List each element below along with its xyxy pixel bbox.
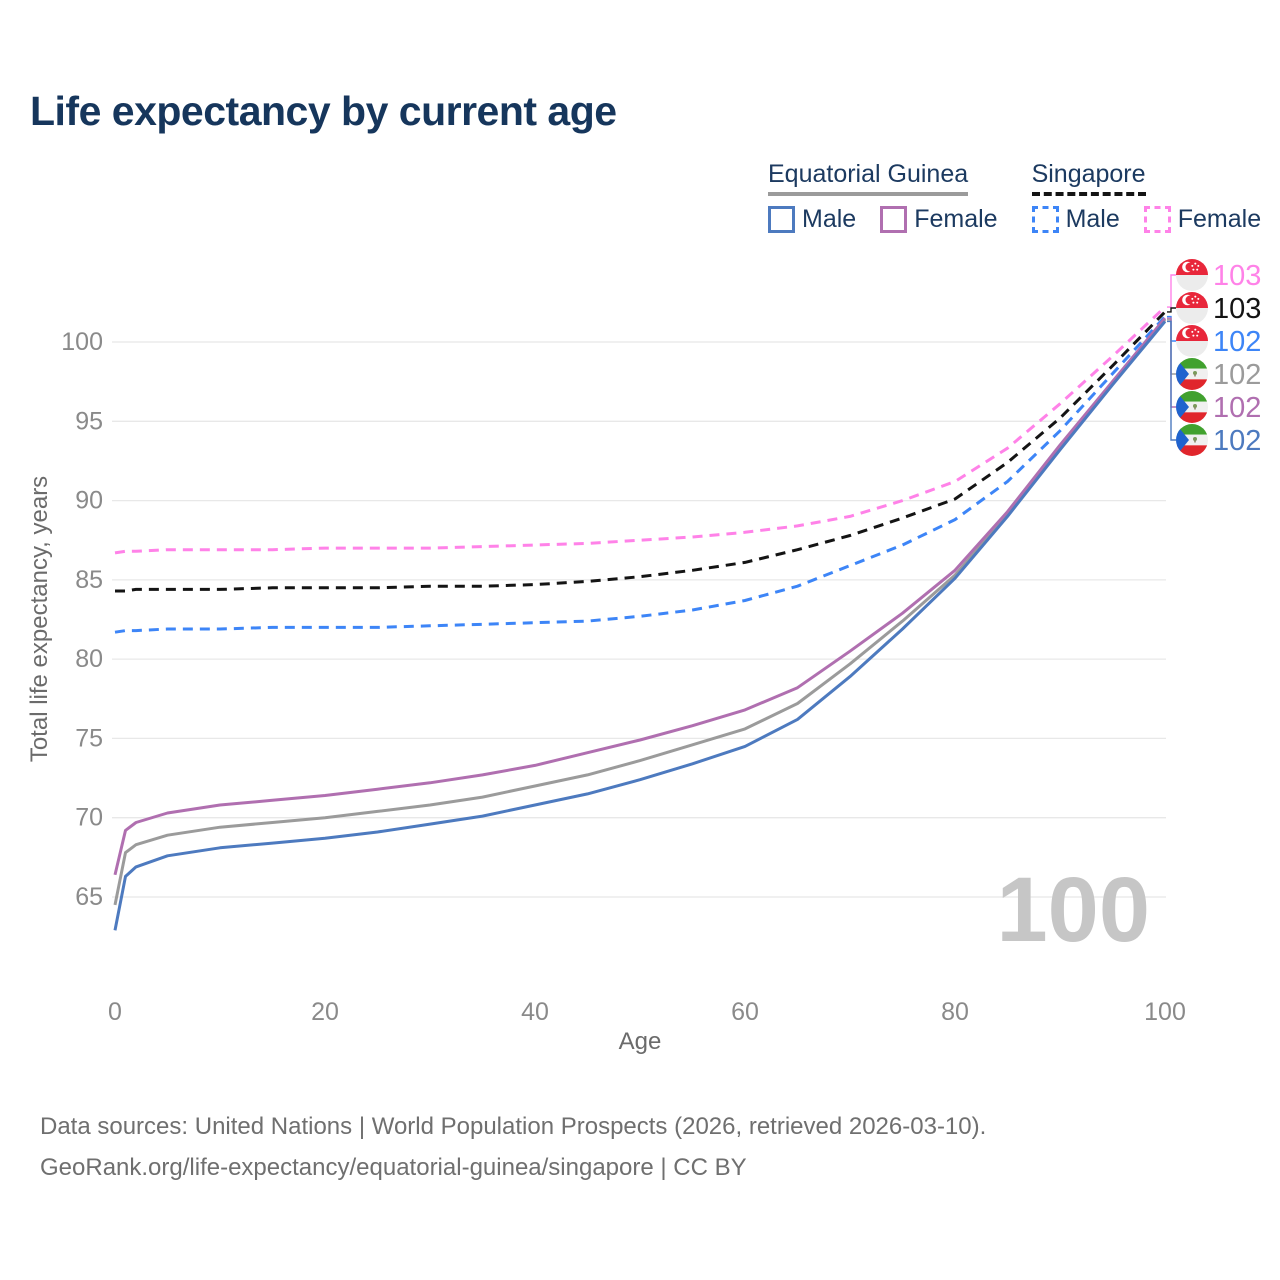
- end-value-label-equatorial-guinea: 102: [1213, 359, 1261, 391]
- age-watermark: 100: [997, 859, 1151, 961]
- series-line-singapore-male: [114, 315, 1167, 634]
- legend: Equatorial Guinea Male Female Singapore …: [768, 160, 1261, 234]
- end-value-label-equatorial-guinea-male: 102: [1213, 425, 1261, 457]
- singapore-flag-icon: [1176, 292, 1208, 324]
- series-line-equatorial-guinea: [113, 318, 1167, 906]
- leader-line-singapore-female: [1167, 274, 1176, 308]
- footer-attribution: GeoRank.org/life-expectancy/equatorial-g…: [40, 1154, 747, 1181]
- singapore-flag-icon: [1176, 325, 1208, 357]
- eg-female-swatch-icon: [880, 206, 908, 233]
- x-tick-label: 100: [1144, 998, 1186, 1026]
- legend-item-eg-female[interactable]: Female: [880, 205, 998, 234]
- sg-female-swatch-icon: [1143, 206, 1171, 233]
- y-tick-label: 100: [61, 328, 103, 356]
- legend-item-label: Female: [914, 205, 998, 233]
- y-tick-label: 65: [75, 883, 103, 911]
- footer: Data sources: United Nations | World Pop…: [40, 1106, 986, 1188]
- page-title: Life expectancy by current age: [30, 88, 617, 134]
- y-tick-label: 80: [75, 645, 103, 673]
- series-line-equatorial-guinea-male: [113, 320, 1167, 931]
- legend-item-sg-male[interactable]: Male: [1031, 205, 1120, 234]
- end-value-label-singapore-male: 102: [1213, 326, 1261, 358]
- x-tick-label: 60: [731, 998, 759, 1026]
- eg-male-swatch-icon: [768, 206, 795, 233]
- x-tick-label: 20: [311, 998, 339, 1026]
- y-tick-label: 90: [75, 487, 103, 515]
- leader-line-equatorial-guinea-male: [1167, 320, 1176, 441]
- end-value-label-equatorial-guinea-female: 102: [1213, 392, 1261, 424]
- series-line-singapore-female: [114, 306, 1167, 555]
- y-tick-label: 95: [75, 407, 103, 435]
- legend-group-equatorial-guinea: Equatorial Guinea Male Female: [768, 160, 998, 234]
- legend-group-singapore: Singapore Male Female: [1031, 160, 1262, 234]
- x-tick-label: 40: [521, 998, 549, 1026]
- legend-item-label: Male: [802, 205, 857, 233]
- x-axis-title: Age: [619, 1028, 662, 1055]
- x-tick-label: 80: [941, 998, 969, 1026]
- leader-line-singapore: [1167, 307, 1176, 313]
- x-tick-label: 0: [108, 998, 122, 1026]
- legend-header-equatorial-guinea[interactable]: Equatorial Guinea: [768, 160, 969, 196]
- equatorial-guinea-flag-icon: [1176, 391, 1208, 423]
- sg-male-swatch-icon: [1031, 206, 1059, 233]
- y-axis-title: Total life expectancy, years: [26, 476, 53, 762]
- legend-items-equatorial-guinea: Male Female: [768, 205, 998, 234]
- series-line-equatorial-guinea-female: [113, 317, 1167, 876]
- y-tick-label: 75: [75, 724, 103, 752]
- end-value-label-singapore-female: 103: [1213, 260, 1261, 292]
- legend-item-sg-female[interactable]: Female: [1143, 205, 1262, 234]
- legend-item-eg-male[interactable]: Male: [768, 205, 856, 234]
- singapore-flag-icon: [1176, 259, 1208, 291]
- y-tick-label: 70: [75, 804, 103, 832]
- equatorial-guinea-flag-icon: [1176, 424, 1208, 456]
- legend-header-singapore[interactable]: Singapore: [1031, 160, 1146, 196]
- series-line-singapore: [115, 310, 1167, 593]
- equatorial-guinea-flag-icon: [1176, 358, 1208, 390]
- end-value-label-singapore: 103: [1213, 293, 1261, 325]
- y-tick-label: 85: [75, 566, 103, 594]
- legend-item-label: Male: [1065, 205, 1120, 233]
- legend-items-singapore: Male Female: [1031, 205, 1262, 234]
- legend-item-label: Female: [1177, 205, 1262, 233]
- footer-data-sources: Data sources: United Nations | World Pop…: [40, 1113, 987, 1140]
